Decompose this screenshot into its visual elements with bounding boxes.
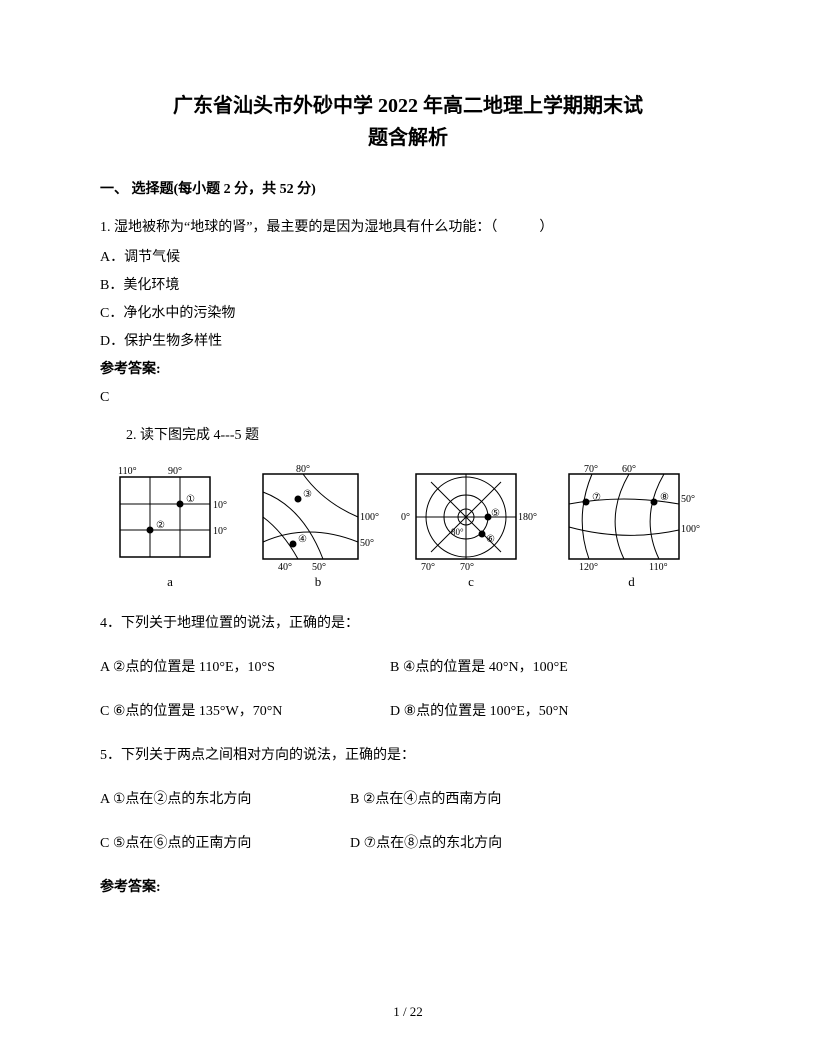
q1-option-d: D．保护生物多样性	[100, 328, 716, 356]
q5-option-a: A ①点在②点的东北方向	[100, 786, 350, 814]
diagram-d-label: d	[628, 574, 635, 590]
q5-row1: A ①点在②点的东北方向 B ②点在④点的西南方向	[100, 786, 716, 814]
diagram-a-label: a	[167, 574, 173, 590]
q4-option-b: B ④点的位置是 40°N，100°E	[390, 654, 568, 682]
svg-text:80°: 80°	[451, 527, 464, 537]
q5-answer-label: 参考答案:	[100, 874, 716, 902]
svg-text:110°: 110°	[118, 466, 137, 477]
diagram-c: 0° 180° 80° 70° 70° ⑤ ⑥ c	[396, 462, 546, 590]
q1-option-c: C．净化水中的污染物	[100, 300, 716, 328]
diagram-d: 70° 60° 50° 100° 120° 110° ⑦ ⑧ d	[554, 462, 709, 590]
q4-option-d: D ⑧点的位置是 100°E，50°N	[390, 698, 569, 726]
svg-text:100°: 100°	[360, 512, 379, 523]
svg-text:10°: 10°	[213, 526, 227, 537]
page-title: 广东省汕头市外砂中学 2022 年高二地理上学期期末试 题含解析	[100, 90, 716, 154]
svg-text:40°: 40°	[278, 562, 292, 572]
diagrams-row: 110° 90° 10° 10° ① ② a 80° 100° 50° 40° …	[100, 462, 716, 590]
svg-text:180°: 180°	[518, 512, 537, 523]
q1-option-a: A．调节气候	[100, 244, 716, 272]
svg-text:50°: 50°	[681, 494, 695, 505]
svg-text:④: ④	[298, 534, 307, 545]
svg-text:⑤: ⑤	[491, 508, 500, 519]
diagram-a: 110° 90° 10° 10° ① ② a	[100, 462, 240, 590]
svg-text:100°: 100°	[681, 524, 700, 535]
diagram-b-label: b	[315, 574, 322, 590]
svg-text:②: ②	[156, 520, 165, 531]
svg-text:⑥: ⑥	[486, 534, 495, 545]
q2-text: 2. 读下图完成 4---5 题	[126, 422, 716, 450]
q4-option-a: A ②点的位置是 110°E，10°S	[100, 654, 390, 682]
page-number: 1 / 22	[0, 1004, 816, 1020]
svg-text:⑦: ⑦	[592, 492, 601, 503]
svg-text:110°: 110°	[649, 562, 668, 572]
q5-option-d: D ⑦点在⑧点的东北方向	[350, 830, 502, 858]
q5-option-b: B ②点在④点的西南方向	[350, 786, 501, 814]
svg-text:⑧: ⑧	[660, 492, 669, 503]
svg-text:70°: 70°	[460, 562, 474, 572]
diagram-b: 80° 100° 50° 40° 50° ③ ④ b	[248, 462, 388, 590]
svg-text:③: ③	[303, 489, 312, 500]
svg-text:10°: 10°	[213, 500, 227, 511]
svg-text:70°: 70°	[584, 464, 598, 475]
q1-answer: C	[100, 384, 716, 412]
q5-text: 5．下列关于两点之间相对方向的说法，正确的是：	[100, 742, 716, 770]
svg-text:90°: 90°	[168, 466, 182, 477]
title-line-2: 题含解析	[368, 127, 448, 149]
svg-text:70°: 70°	[421, 562, 435, 572]
q1-answer-label: 参考答案:	[100, 356, 716, 384]
svg-text:50°: 50°	[312, 562, 326, 572]
section-header: 一、 选择题(每小题 2 分，共 52 分)	[100, 178, 716, 198]
q1-text: 1. 湿地被称为“地球的肾”，最主要的是因为湿地具有什么功能：（ ）	[100, 214, 716, 242]
q5-row2: C ⑤点在⑥点的正南方向 D ⑦点在⑧点的东北方向	[100, 830, 716, 858]
svg-text:120°: 120°	[579, 562, 598, 572]
q4-row1: A ②点的位置是 110°E，10°S B ④点的位置是 40°N，100°E	[100, 654, 716, 682]
q4-text: 4．下列关于地理位置的说法，正确的是：	[100, 610, 716, 638]
diagram-c-label: c	[468, 574, 474, 590]
svg-text:①: ①	[186, 494, 195, 505]
q5-option-c: C ⑤点在⑥点的正南方向	[100, 830, 350, 858]
svg-text:60°: 60°	[622, 464, 636, 475]
svg-text:80°: 80°	[296, 464, 310, 475]
svg-text:0°: 0°	[401, 512, 410, 523]
q4-row2: C ⑥点的位置是 135°W，70°N D ⑧点的位置是 100°E，50°N	[100, 698, 716, 726]
title-line-1: 广东省汕头市外砂中学 2022 年高二地理上学期期末试	[173, 95, 643, 117]
q4-option-c: C ⑥点的位置是 135°W，70°N	[100, 698, 390, 726]
svg-text:50°: 50°	[360, 538, 374, 549]
q1-option-b: B．美化环境	[100, 272, 716, 300]
